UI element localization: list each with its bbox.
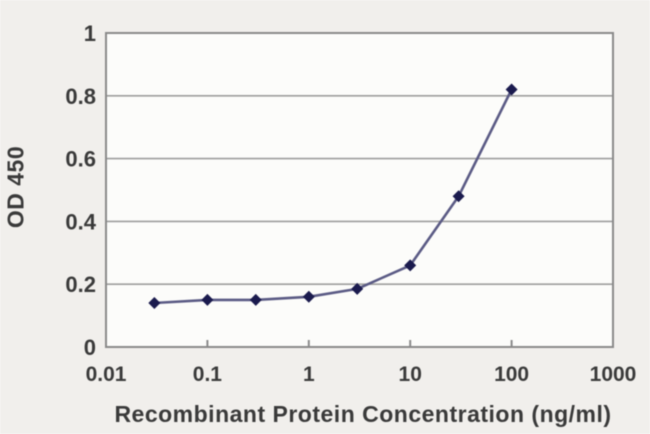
data-point-marker: [404, 259, 417, 272]
data-point-marker: [201, 293, 214, 306]
plot-background: [106, 33, 613, 347]
y-tick-label: 1: [84, 21, 96, 46]
x-tick-label: 1: [303, 363, 315, 386]
x-tick-label: 0.1: [193, 363, 223, 386]
data-point-marker: [505, 83, 518, 96]
x-tick-label: 10: [399, 363, 422, 386]
data-point-marker: [302, 290, 315, 303]
data-point-marker: [351, 282, 364, 295]
series-line: [154, 88, 513, 305]
x-tick-label: 0.01: [86, 363, 127, 386]
data-point-marker: [249, 293, 262, 306]
data-point-marker: [148, 297, 161, 310]
y-tick-label: 0.6: [65, 147, 96, 172]
y-tick-label: 0.8: [65, 84, 96, 109]
y-tick-label: 0: [84, 335, 96, 360]
y-tick-label: 0.2: [65, 272, 96, 297]
x-tick-label: 1000: [590, 363, 637, 386]
x-tick-label: 100: [494, 363, 529, 386]
x-axis-title: Recombinant Protein Concentration (ng/ml…: [114, 401, 612, 427]
y-axis-title: OD 450: [2, 145, 29, 229]
y-tick-label: 0.4: [65, 209, 96, 234]
data-point-marker: [452, 190, 465, 203]
plot-border: [105, 32, 614, 348]
